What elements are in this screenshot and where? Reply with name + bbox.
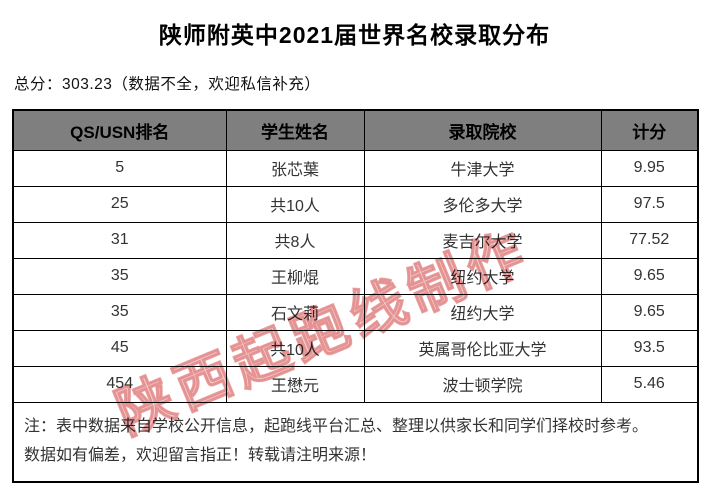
table-cell-institution: 英属哥伦比亚大学 — [363, 329, 602, 367]
page-title: 陕师附英中2021届世界名校录取分布 — [158, 22, 551, 48]
table-body: 5 张芯葉 牛津大学 9.95 25 共10人 多伦多大学 97.5 31 共8人 麦吉尔大学 77.… — [12, 149, 699, 403]
footnote-line-1: 注：表中数据来自学校公开信息，起跑线平台汇总、整理以供家长和同学们择校时参考。 — [24, 417, 649, 435]
table-cell-institution: 纽约大学 — [363, 293, 602, 331]
table-cell-score: 97.5 — [600, 185, 699, 223]
table-cell-ranking: 45 — [12, 329, 227, 367]
table-row: 35 王柳焜 纽约大学 9.65 — [12, 257, 699, 295]
table-cell-ranking: 5 — [12, 149, 227, 187]
table-row: 5 张芯葉 牛津大学 9.95 — [12, 149, 699, 187]
footnote: 注：表中数据来自学校公开信息，起跑线平台汇总、整理以供家长和同学们择校时参考。 … — [12, 401, 699, 483]
table-cell-student: 石文莉 — [225, 293, 365, 331]
table-row: 25 共10人 多伦多大学 97.5 — [12, 185, 699, 223]
header-cell-institution: 录取院校 — [363, 109, 602, 151]
table-cell-ranking: 35 — [12, 257, 227, 295]
table-cell-score: 5.46 — [600, 365, 699, 403]
table-cell-student: 王柳焜 — [225, 257, 365, 295]
table-cell-score: 93.5 — [600, 329, 699, 367]
table-cell-score: 9.95 — [600, 149, 699, 187]
table-row: 454 王懋元 波士顿学院 5.46 — [12, 365, 699, 403]
header-cell-ranking: QS/USN排名 — [12, 109, 227, 151]
table-cell-student: 共8人 — [225, 221, 365, 259]
header-cell-score: 计分 — [600, 109, 699, 151]
table-cell-student: 张芯葉 — [225, 149, 365, 187]
admissions-table: QS/USN排名 学生姓名 录取院校 计分 5 张芯葉 牛津大学 9.95 25 共10人… — [12, 109, 699, 483]
table-cell-institution: 波士顿学院 — [363, 365, 602, 403]
table-row: 31 共8人 麦吉尔大学 77.52 — [12, 221, 699, 259]
table-cell-ranking: 454 — [12, 365, 227, 403]
table-row: 45 共10人 英属哥伦比亚大学 93.5 — [12, 329, 699, 367]
table-cell-ranking: 31 — [12, 221, 227, 259]
table-row: 35 石文莉 纽约大学 9.65 — [12, 293, 699, 331]
table-cell-score: 9.65 — [600, 257, 699, 295]
total-score-line: 总分：303.23（数据不全，欢迎私信补充） — [14, 76, 321, 93]
footnote-line-2: 数据如有偏差，欢迎留言指正！转载请注明来源！ — [24, 447, 377, 465]
table-cell-student: 共10人 — [225, 329, 365, 367]
table-cell-ranking: 25 — [12, 185, 227, 223]
note-row: 注：表中数据来自学校公开信息，起跑线平台汇总、整理以供家长和同学们择校时参考。 … — [12, 401, 699, 483]
table-cell-institution: 牛津大学 — [363, 149, 602, 187]
table-cell-student: 王懋元 — [225, 365, 365, 403]
table-cell-ranking: 35 — [12, 293, 227, 331]
table-cell-institution: 纽约大学 — [363, 257, 602, 295]
table-cell-score: 77.52 — [600, 221, 699, 259]
table-header-row: QS/USN排名 学生姓名 录取院校 计分 — [12, 109, 699, 151]
header-cell-student-name: 学生姓名 — [225, 109, 365, 151]
table-cell-institution: 麦吉尔大学 — [363, 221, 602, 259]
table-cell-score: 9.65 — [600, 293, 699, 331]
table-cell-student: 共10人 — [225, 185, 365, 223]
table-cell-institution: 多伦多大学 — [363, 185, 602, 223]
